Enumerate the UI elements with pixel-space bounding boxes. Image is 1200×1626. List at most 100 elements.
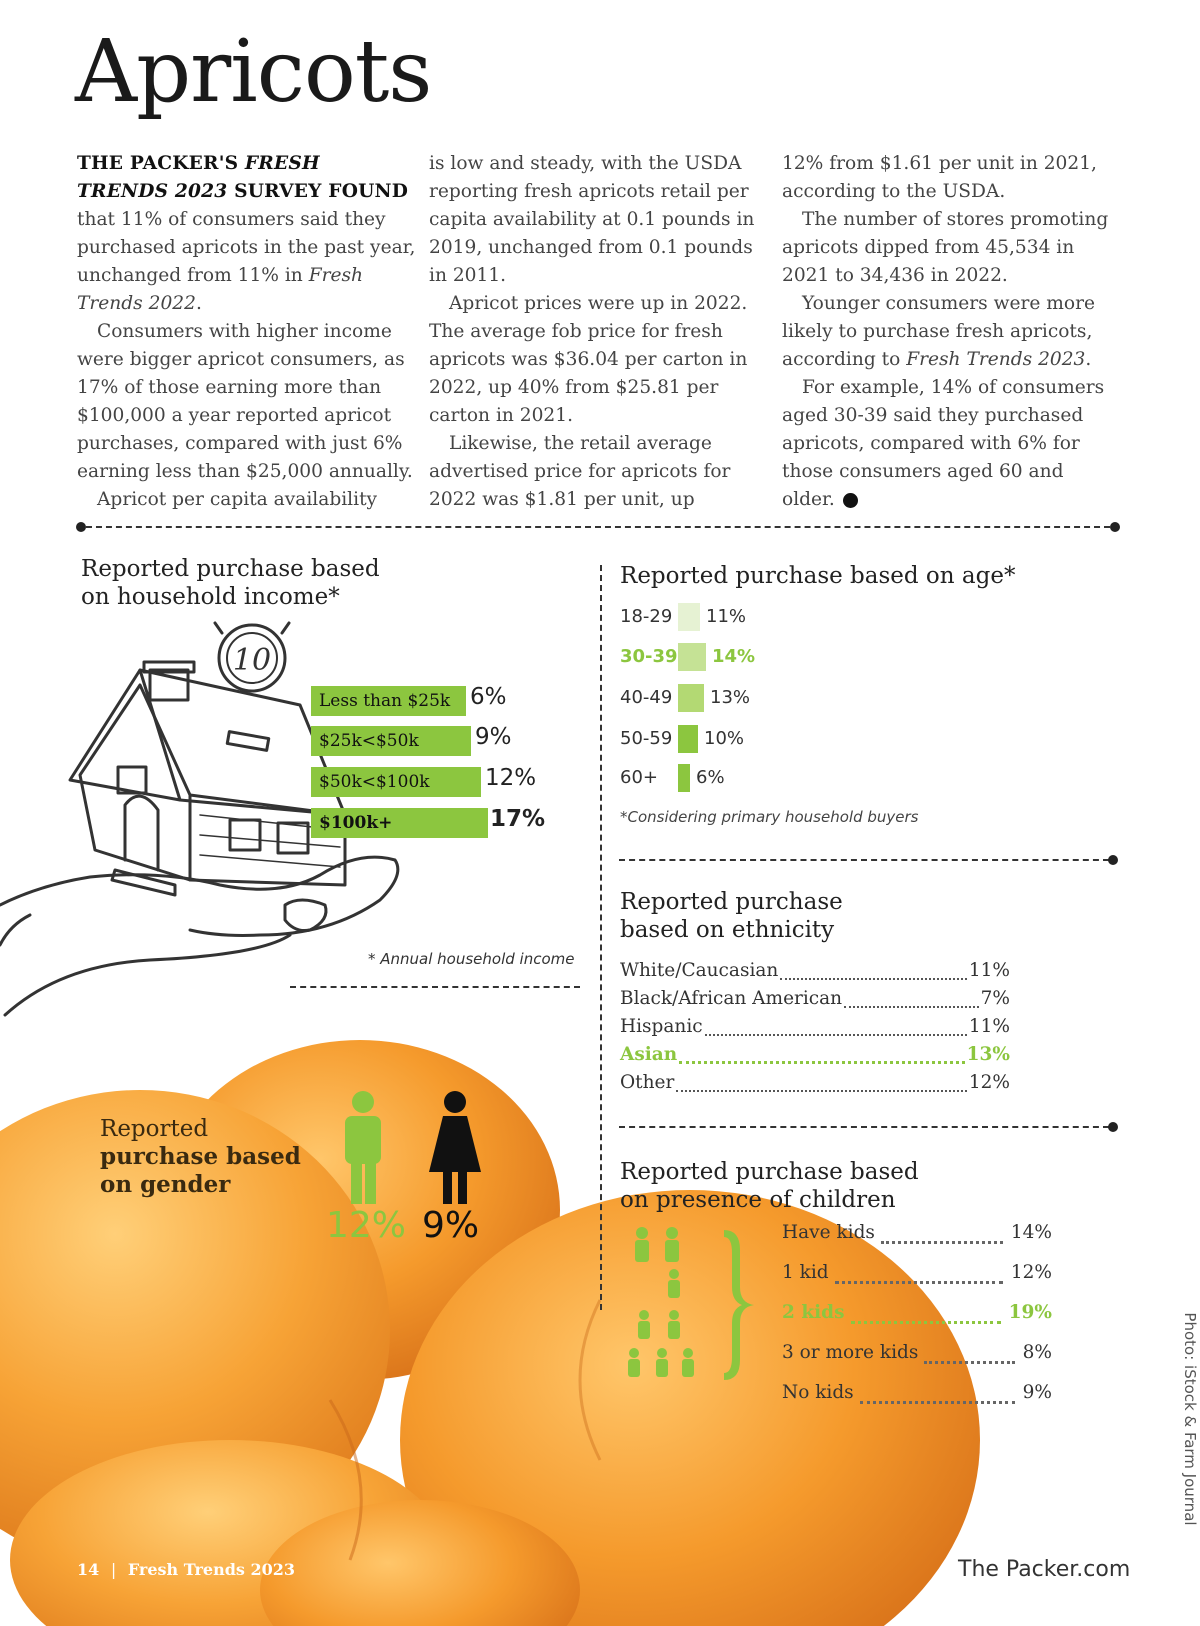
children-row: Have kids 14% (782, 1222, 1052, 1252)
children-label: 1 kid (782, 1262, 829, 1283)
ethnicity-pct: 13% (966, 1044, 1010, 1065)
children-label: No kids (782, 1382, 854, 1403)
income-bar: $50k<$100k (311, 767, 481, 797)
ethnicity-row: White/Caucasian 11% (620, 960, 1010, 988)
income-bar-label: Less than $25k (319, 691, 451, 711)
lead-italic: FRESH TRENDS 2023 (77, 153, 320, 202)
leader-dots (704, 1016, 967, 1036)
leader-dots (679, 1044, 965, 1064)
article-column-3: 12% from $1.61 per unit in 2021, accordi… (782, 150, 1122, 514)
ethnicity-row: Other 12% (620, 1072, 1010, 1100)
age-row: 18-29 11% (620, 603, 746, 631)
ethnicity-row: Black/African American 7% (620, 988, 1010, 1016)
children-row: 3 or more kids 8% (782, 1342, 1052, 1372)
page-title: Apricots (75, 22, 432, 122)
female-pct: 9% (422, 1205, 480, 1246)
divider-dot (76, 522, 86, 532)
article-paragraph: The number of stores promoting apricots … (782, 209, 1109, 286)
children-title: Reported purchase based on presence of c… (620, 1158, 919, 1214)
ethnicity-label: Black/African American (620, 988, 843, 1009)
paragraph-end: . (1085, 349, 1092, 370)
ethnicity-label: Asian (620, 1044, 678, 1065)
children-label: 3 or more kids (782, 1342, 919, 1363)
income-bar: $100k+ (311, 808, 488, 838)
fresh-trends-logo: FT (842, 492, 874, 508)
ethnicity-row: Hispanic 11% (620, 1016, 1010, 1044)
income-bar-label: $100k+ (319, 813, 393, 833)
age-row: 60+ 6% (620, 764, 725, 792)
children-pct: 12% (1010, 1262, 1052, 1283)
divider-dot (1110, 522, 1120, 532)
gender-title-line: purchase based (100, 1143, 301, 1170)
income-pct: 17% (490, 806, 546, 832)
income-bar-label: $50k<$100k (319, 772, 430, 792)
age-row: 40-49 13% (620, 684, 750, 712)
gender-title-line: on gender (100, 1171, 231, 1198)
leader-dots (780, 960, 967, 980)
ethnicity-pct: 11% (968, 960, 1010, 981)
ethnicity-pct: 12% (968, 1072, 1010, 1093)
age-label: 30-39 (620, 646, 678, 667)
paragraph-italic: Fresh Trends 2023 (906, 349, 1086, 370)
footer-left: 14 | Fresh Trends 2023 (77, 1560, 295, 1579)
children-title-line: Reported purchase based (620, 1159, 919, 1185)
age-row: 50-59 10% (620, 725, 744, 753)
children-pct: 8% (1022, 1342, 1052, 1363)
male-icon (345, 1091, 381, 1204)
age-bar (678, 684, 704, 712)
article-paragraph: THE PACKER'S FRESH TRENDS 2023 SURVEY FO… (77, 150, 417, 318)
children-row: No kids 9% (782, 1382, 1052, 1412)
svg-text:10: 10 (233, 643, 271, 678)
age-bar (678, 603, 700, 631)
age-bar (678, 643, 706, 671)
children-title-line: on presence of children (620, 1187, 896, 1213)
column-divider (600, 565, 602, 1310)
article-column-2: is low and steady, with the USDA reporti… (429, 150, 764, 514)
children-row: 2 kids 19% (782, 1302, 1052, 1332)
gender-title: Reported purchase based on gender (100, 1115, 301, 1199)
paragraph-text: For example, 14% of consumers aged 30-39… (782, 377, 1105, 510)
age-bar (678, 725, 698, 753)
income-bar: Less than $25k (311, 686, 466, 716)
income-title: Reported purchase based on household inc… (81, 555, 380, 611)
section-divider (86, 526, 1110, 528)
age-pct: 6% (696, 767, 725, 788)
family-icons (628, 1227, 754, 1380)
paragraph-text: that 11% of consumers said they purchase… (77, 209, 416, 286)
article-paragraph: Consumers with higher income were bigger… (77, 321, 413, 482)
lead-text: THE PACKER'S (77, 153, 245, 174)
lead-tail: SURVEY FOUND (227, 181, 409, 202)
article-paragraph: Likewise, the retail average advertised … (429, 433, 731, 510)
leader-dots (859, 1382, 1015, 1404)
ethnicity-label: White/Caucasian (620, 960, 779, 981)
income-pct: 9% (475, 724, 512, 750)
age-label: 18-29 (620, 606, 673, 627)
paragraph-italic: Fresh Trends 2022 (77, 265, 364, 314)
income-note: * Annual household income (368, 950, 575, 968)
children-label: Have kids (782, 1222, 875, 1243)
income-bar-label: $25k<$50k (319, 731, 419, 751)
ethnicity-title-line: based on ethnicity (620, 917, 835, 943)
age-title: Reported purchase based on age* (620, 563, 1016, 589)
article-paragraph: Younger consumers were more likely to pu… (782, 290, 1122, 374)
article-paragraph: Apricot prices were up in 2022. The aver… (429, 293, 748, 426)
female-icon (429, 1091, 481, 1204)
male-pct: 12% (326, 1205, 407, 1246)
ethnicity-title-line: Reported purchase (620, 889, 843, 915)
age-row: 30-39 14% (620, 643, 755, 671)
age-bar (678, 764, 690, 792)
age-label: 40-49 (620, 687, 673, 708)
age-label: 50-59 (620, 728, 673, 749)
age-note: *Considering primary household buyers (620, 808, 919, 826)
age-pct: 11% (706, 606, 747, 627)
article-column-1: THE PACKER'S FRESH TRENDS 2023 SURVEY FO… (77, 150, 417, 514)
section-divider (619, 1126, 1109, 1128)
leader-dots (844, 988, 979, 1008)
age-pct: 14% (712, 646, 756, 667)
house-in-hand-illustration: 10 (0, 621, 400, 1017)
children-pct: 14% (1010, 1222, 1052, 1243)
paragraph-end: . (195, 293, 202, 314)
ethnicity-pct: 11% (968, 1016, 1010, 1037)
section-divider (290, 986, 580, 988)
